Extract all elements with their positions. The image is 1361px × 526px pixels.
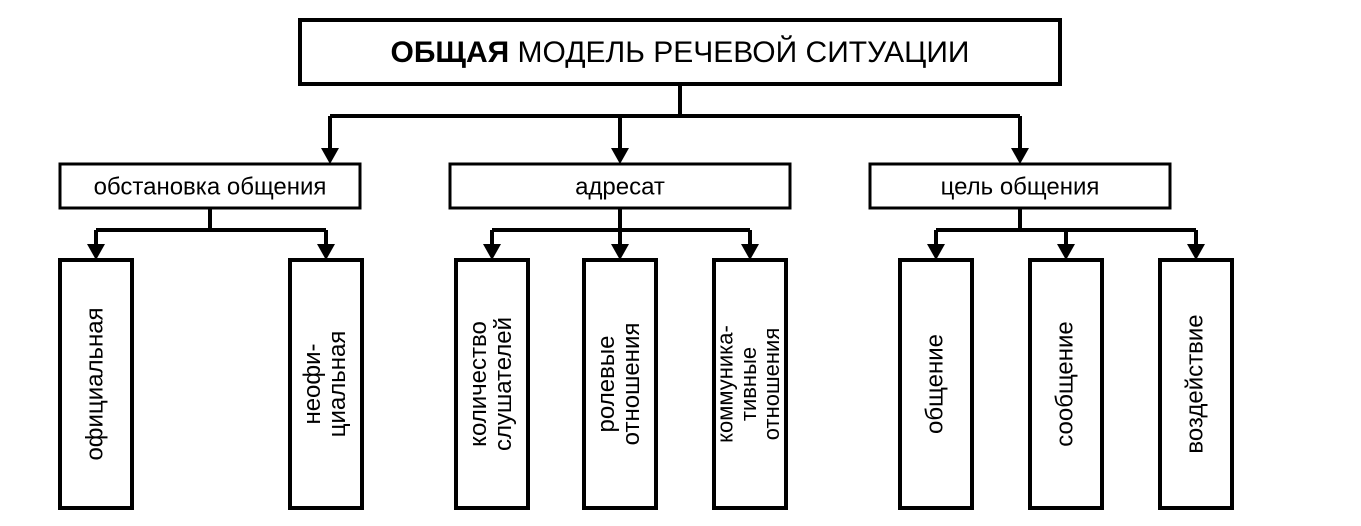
svg-text:ролевые: ролевые bbox=[593, 336, 620, 433]
root-title: ОБЩАЯ МОДЕЛЬ РЕЧЕВОЙ СИТУАЦИИ bbox=[391, 35, 970, 69]
svg-text:тивные: тивные bbox=[736, 347, 761, 421]
leaf-label-influence: воздействие bbox=[1181, 314, 1208, 453]
svg-text:слушателей: слушателей bbox=[490, 317, 517, 451]
svg-text:неофи-: неофи- bbox=[299, 343, 326, 424]
leaf-label-official: официальная bbox=[81, 307, 108, 460]
svg-text:коммуника-: коммуника- bbox=[713, 325, 738, 443]
svg-text:количество: количество bbox=[465, 321, 492, 447]
svg-text:общение: общение bbox=[921, 334, 948, 434]
svg-text:воздействие: воздействие bbox=[1181, 314, 1208, 453]
svg-text:официальная: официальная bbox=[81, 307, 108, 460]
diagram-root: ОБЩАЯ МОДЕЛЬ РЕЧЕВОЙ СИТУАЦИИ обстановка … bbox=[0, 0, 1361, 526]
svg-text:циальная: циальная bbox=[324, 331, 351, 438]
leaf-label-roles: ролевыеотношения bbox=[593, 323, 645, 446]
svg-text:сообщение: сообщение bbox=[1051, 321, 1078, 447]
leaf-label-communication: общение bbox=[921, 334, 948, 434]
svg-text:отношения: отношения bbox=[759, 328, 784, 440]
label-addressee: адресат bbox=[575, 173, 665, 200]
label-setting: обстановка общения bbox=[94, 173, 327, 200]
leaf-label-listeners: количествослушателей bbox=[465, 317, 517, 451]
label-goal: цель общения bbox=[941, 173, 1100, 200]
leaf-label-message: сообщение bbox=[1051, 321, 1078, 447]
svg-text:отношения: отношения bbox=[618, 323, 645, 446]
leaf-label-unofficial: неофи-циальная bbox=[299, 331, 351, 438]
